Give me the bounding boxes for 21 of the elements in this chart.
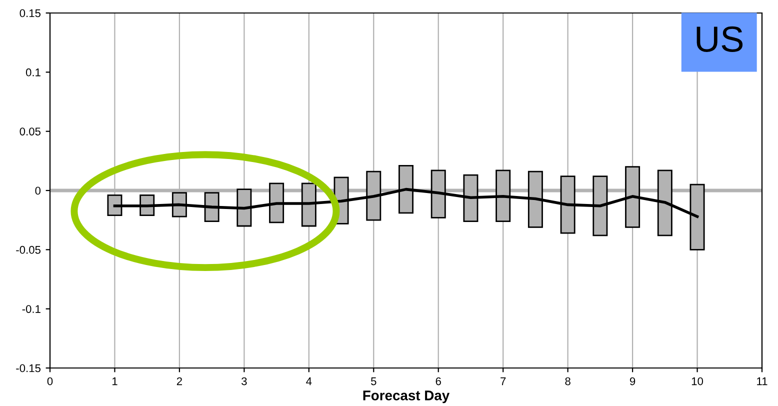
y-tick-label: 0 xyxy=(35,186,41,195)
y-tick-label: -0.05 xyxy=(16,246,41,254)
x-tick-label: 3 xyxy=(242,377,247,386)
y-tick-label: 0.15 xyxy=(20,9,41,18)
annotation: US xyxy=(696,26,743,52)
x-tick-label: 0 xyxy=(47,377,53,386)
x-tick-label: 9 xyxy=(630,377,636,386)
x-tick-label: 5 xyxy=(370,377,376,386)
y-tick-label: -0.1 xyxy=(22,305,40,313)
x-tick-label: 6 xyxy=(436,377,441,386)
x-tick-label: 7 xyxy=(500,377,506,386)
y-tick-label: 0.1 xyxy=(26,68,40,76)
y-tick-label: 0.05 xyxy=(20,128,41,136)
x-tick-label: 11 xyxy=(757,377,768,386)
y-tick-label: -0.15 xyxy=(16,364,41,372)
x-tick-label: 10 xyxy=(692,377,704,386)
x-tick-label: 2 xyxy=(176,377,182,386)
x-tick-label: 1 xyxy=(112,377,118,386)
x-tick-label: 8 xyxy=(565,377,570,386)
x-axis-title: Forecast Day xyxy=(363,390,450,404)
x-tick-label: 4 xyxy=(306,377,312,386)
